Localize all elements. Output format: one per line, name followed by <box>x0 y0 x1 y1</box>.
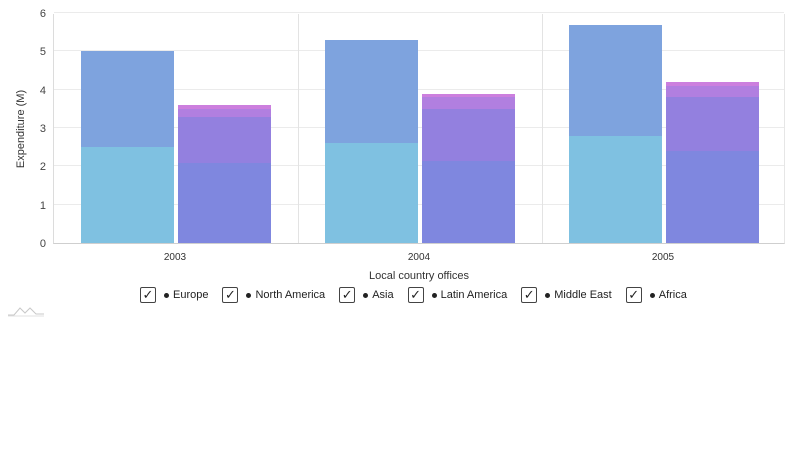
bar-2004-stack-1[interactable] <box>325 39 418 243</box>
legend-item-middle-east[interactable]: ✓ Middle East <box>521 287 612 303</box>
bar-segment-latin-america[interactable] <box>178 116 271 163</box>
x-tick-label: 2003 <box>163 252 187 263</box>
bar-2005-stack-2[interactable] <box>666 82 759 243</box>
legend-label: Middle East <box>554 289 612 301</box>
checkbox-checked-icon[interactable]: ✓ <box>222 287 239 303</box>
legend-item-africa[interactable]: ✓ Africa <box>625 287 687 303</box>
y-tick-label: 3 <box>39 123 46 135</box>
plot-area <box>53 12 785 244</box>
legend-label: Africa <box>658 289 687 301</box>
legend-item-europe[interactable]: ✓ Europe <box>140 287 208 303</box>
bar-segment-asia[interactable] <box>666 151 759 243</box>
legend-marker-icon <box>545 292 551 298</box>
bar-segment-middle-east[interactable] <box>178 108 271 117</box>
gridline <box>54 12 784 13</box>
legend-marker-icon <box>431 292 437 298</box>
y-tick-label: 0 <box>39 238 46 250</box>
legend-marker-icon <box>164 292 169 298</box>
legend-item-north-america[interactable]: ✓ North America <box>222 287 325 303</box>
legend-item-asia[interactable]: ✓ Asia <box>339 287 394 303</box>
gridline <box>54 127 784 128</box>
bar-2003-stack-2[interactable] <box>178 105 271 243</box>
bar-segment-latin-america[interactable] <box>666 97 759 151</box>
gridline <box>54 88 784 90</box>
checkbox-checked-icon[interactable]: ✓ <box>339 287 356 303</box>
category-divider <box>542 14 543 243</box>
y-tick-label: 2 <box>39 161 46 174</box>
legend-item-latin-america[interactable]: ✓ Latin America <box>407 287 508 303</box>
gridline <box>54 203 784 205</box>
bar-2003-stack-1[interactable] <box>81 51 174 243</box>
y-tick-label: 4 <box>39 84 46 97</box>
legend-label: Asia <box>372 289 394 301</box>
legend-marker-icon <box>649 292 655 298</box>
checkbox-checked-icon[interactable]: ✓ <box>140 287 156 303</box>
x-tick-label: 2005 <box>651 252 675 263</box>
gridline <box>54 165 784 167</box>
checkbox-checked-icon[interactable]: ✓ <box>407 287 424 303</box>
legend-label: Latin America <box>440 289 508 301</box>
gridline <box>54 50 784 52</box>
bar-segment-asia[interactable] <box>422 160 515 243</box>
bar-segment-north-america[interactable] <box>325 39 418 144</box>
y-tick-label: 6 <box>39 8 46 20</box>
bar-segment-europe[interactable] <box>569 135 662 243</box>
legend-marker-icon <box>363 292 369 298</box>
x-axis-title: Local country offices <box>368 270 470 282</box>
chart-logo-icon <box>8 307 44 317</box>
checkbox-checked-icon[interactable]: ✓ <box>625 287 642 303</box>
checkbox-checked-icon[interactable]: ✓ <box>521 287 538 303</box>
bar-segment-north-america[interactable] <box>81 51 174 148</box>
x-tick-label: 2004 <box>407 252 431 263</box>
y-tick-label: 5 <box>39 46 46 59</box>
bar-segment-africa[interactable] <box>178 105 271 109</box>
bar-segment-middle-east[interactable] <box>666 85 759 98</box>
bar-segment-africa[interactable] <box>666 82 759 86</box>
bar-segment-europe[interactable] <box>81 147 174 243</box>
bar-segment-middle-east[interactable] <box>422 97 515 109</box>
legend: ✓ Europe ✓ North America ✓ Asia ✓ Latin America… <box>140 287 701 303</box>
legend-marker-icon <box>246 292 252 298</box>
bar-segment-north-america[interactable] <box>569 24 662 136</box>
bar-2005-stack-1[interactable] <box>569 24 662 243</box>
legend-label: Europe <box>173 289 209 301</box>
bar-segment-europe[interactable] <box>325 143 418 243</box>
bar-segment-africa[interactable] <box>422 93 515 98</box>
bar-segment-latin-america[interactable] <box>422 108 515 161</box>
category-divider <box>298 14 299 243</box>
y-tick-label: 1 <box>39 199 46 212</box>
legend-label: North America <box>255 289 326 301</box>
bar-2004-stack-2[interactable] <box>422 93 515 243</box>
bar-segment-asia[interactable] <box>178 162 271 243</box>
